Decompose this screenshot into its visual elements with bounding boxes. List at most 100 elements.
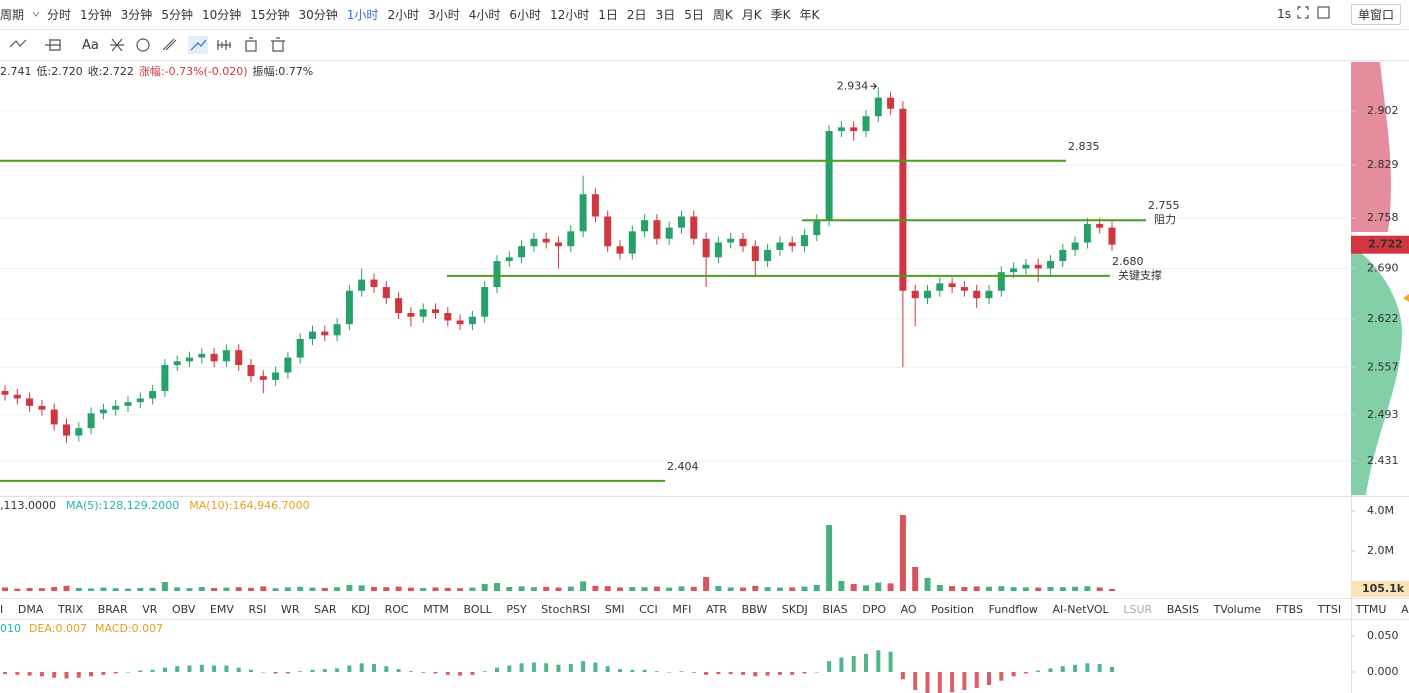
indicator-tab[interactable]: TVolume bbox=[1213, 602, 1262, 616]
volume-bar bbox=[1072, 586, 1079, 591]
indicator-tab[interactable]: BOLL bbox=[463, 602, 492, 616]
indicator-tab[interactable]: Position bbox=[931, 602, 975, 616]
indicator-tab[interactable]: WR bbox=[281, 602, 300, 616]
candle-body bbox=[850, 127, 858, 132]
macd-bar bbox=[999, 671, 1004, 681]
candle-body bbox=[727, 238, 735, 243]
interval-button[interactable]: 月K bbox=[741, 7, 762, 22]
indicator-tab[interactable]: BASIS bbox=[1166, 602, 1199, 616]
interval-button[interactable]: 12小时 bbox=[550, 7, 590, 22]
macd-bar bbox=[630, 669, 635, 672]
interval-button[interactable]: 3日 bbox=[655, 7, 676, 22]
indicator-tab[interactable]: DMA bbox=[17, 602, 44, 616]
candle-body bbox=[555, 242, 562, 247]
ohlc-field: 低:2.720 bbox=[36, 65, 83, 78]
candle-body bbox=[210, 353, 218, 362]
candle-body bbox=[1022, 264, 1030, 269]
indicator-tab[interactable]: AI-NetVOL bbox=[1052, 602, 1109, 616]
volume-bar bbox=[1096, 587, 1103, 591]
macd-bar bbox=[716, 671, 721, 675]
interval-button[interactable]: 1日 bbox=[598, 7, 618, 22]
indicator-tab[interactable]: FTBS bbox=[1275, 602, 1303, 616]
indicator-tab[interactable]: ROC bbox=[384, 602, 409, 616]
indicator-tab[interactable]: I bbox=[0, 602, 4, 616]
indicator-tab[interactable]: RSI bbox=[248, 602, 267, 616]
macd-bar bbox=[1073, 664, 1078, 672]
indicator-tab[interactable]: Fundflow bbox=[988, 602, 1038, 616]
macd-bar bbox=[888, 651, 893, 672]
ohlc-field: 收:2.722 bbox=[87, 65, 134, 78]
indicator-tab[interactable]: MFI bbox=[672, 602, 692, 616]
window-mode[interactable]: 单窗口 bbox=[1350, 3, 1401, 25]
interval-button[interactable]: 5日 bbox=[684, 7, 704, 22]
volume-bar bbox=[764, 587, 771, 591]
indicator-tab[interactable]: SKDJ bbox=[781, 602, 808, 616]
macd-bar bbox=[864, 653, 868, 672]
volume-bar bbox=[358, 585, 365, 591]
candle-body bbox=[222, 350, 230, 362]
macd-bar bbox=[359, 663, 364, 672]
indicator-tab[interactable]: BIAS bbox=[822, 602, 848, 616]
candle-body bbox=[899, 108, 907, 291]
candle-body bbox=[149, 391, 157, 399]
text-tool[interactable]: Aa bbox=[82, 37, 99, 53]
macd-bar bbox=[212, 665, 217, 672]
interval-button[interactable]: 4小时 bbox=[468, 7, 501, 22]
indicator-tab[interactable]: SMI bbox=[604, 602, 625, 616]
indicator-tab[interactable]: VR bbox=[142, 602, 158, 616]
indicator-tab[interactable]: PSY bbox=[506, 602, 527, 616]
macd-bar bbox=[544, 663, 549, 672]
interval-button[interactable]: 周K bbox=[712, 7, 733, 22]
candle-body bbox=[481, 287, 489, 317]
indicator-tab[interactable]: SAR bbox=[314, 602, 337, 616]
interval-button[interactable]: 2小时 bbox=[387, 7, 420, 22]
interval-button[interactable]: 15分钟 bbox=[250, 7, 290, 22]
tool-icon bbox=[190, 39, 207, 51]
volume-bar bbox=[444, 587, 451, 591]
indicator-tab[interactable]: AO bbox=[900, 602, 917, 616]
interval-button[interactable]: 3小时 bbox=[428, 7, 460, 22]
volume-bar bbox=[813, 585, 820, 591]
indicator-tab[interactable]: BBW bbox=[741, 602, 768, 616]
interval-button[interactable]: 季K bbox=[770, 7, 791, 22]
indicator-tab[interactable]: EMV bbox=[209, 602, 234, 616]
interval-button[interactable]: 5分钟 bbox=[161, 7, 193, 22]
interval-button[interactable]: 1小时 bbox=[346, 7, 379, 22]
indicator-tab[interactable]: MTM bbox=[423, 602, 449, 616]
indicator-tab[interactable]: TTMU bbox=[1355, 602, 1387, 616]
speed[interactable]: 1s bbox=[1277, 7, 1291, 21]
indicator-tab[interactable]: ATR bbox=[705, 602, 728, 616]
interval-button[interactable]: 1分钟 bbox=[80, 7, 112, 22]
indicator-tab[interactable]: TTSI bbox=[1317, 602, 1342, 616]
interval-button[interactable]: 30分钟 bbox=[298, 7, 338, 22]
indicator-tab[interactable]: KDJ bbox=[351, 602, 371, 616]
interval-button[interactable]: 年K bbox=[799, 7, 820, 22]
macd-bar bbox=[39, 671, 44, 677]
interval-button[interactable]: 2日 bbox=[626, 7, 647, 22]
volume-bar bbox=[494, 583, 500, 591]
indicator-tab[interactable]: DPO bbox=[862, 602, 886, 616]
interval-button[interactable]: 分时 bbox=[47, 7, 72, 22]
last-volume-tag bbox=[1351, 580, 1409, 597]
macd-bar bbox=[581, 661, 586, 672]
indicator-tab[interactable]: AI-BSI bbox=[1401, 602, 1409, 616]
period-label[interactable]: 周期 bbox=[0, 7, 25, 22]
indicator-tab[interactable]: OBV bbox=[171, 602, 196, 616]
indicator-tab[interactable]: LSUR bbox=[1123, 602, 1153, 616]
interval-button[interactable]: 3分钟 bbox=[120, 7, 153, 22]
volume-bar bbox=[506, 587, 513, 591]
interval-button[interactable]: 6小时 bbox=[509, 7, 541, 22]
indicator-tab[interactable]: BRAR bbox=[97, 602, 128, 616]
candle-body bbox=[63, 424, 70, 436]
indicator-tab[interactable]: TRIX bbox=[57, 602, 84, 616]
interval-button[interactable]: 10分钟 bbox=[201, 7, 242, 22]
candle-body bbox=[628, 231, 636, 254]
indicator-tab[interactable]: CCI bbox=[639, 602, 658, 616]
macd-bar bbox=[76, 671, 81, 678]
volume-bar bbox=[604, 586, 611, 591]
indicator-tab[interactable]: StochRSI bbox=[541, 602, 591, 616]
macd-bar bbox=[458, 671, 463, 676]
macd-bar bbox=[150, 669, 155, 672]
candle-body bbox=[702, 238, 710, 258]
candle-body bbox=[936, 283, 944, 291]
